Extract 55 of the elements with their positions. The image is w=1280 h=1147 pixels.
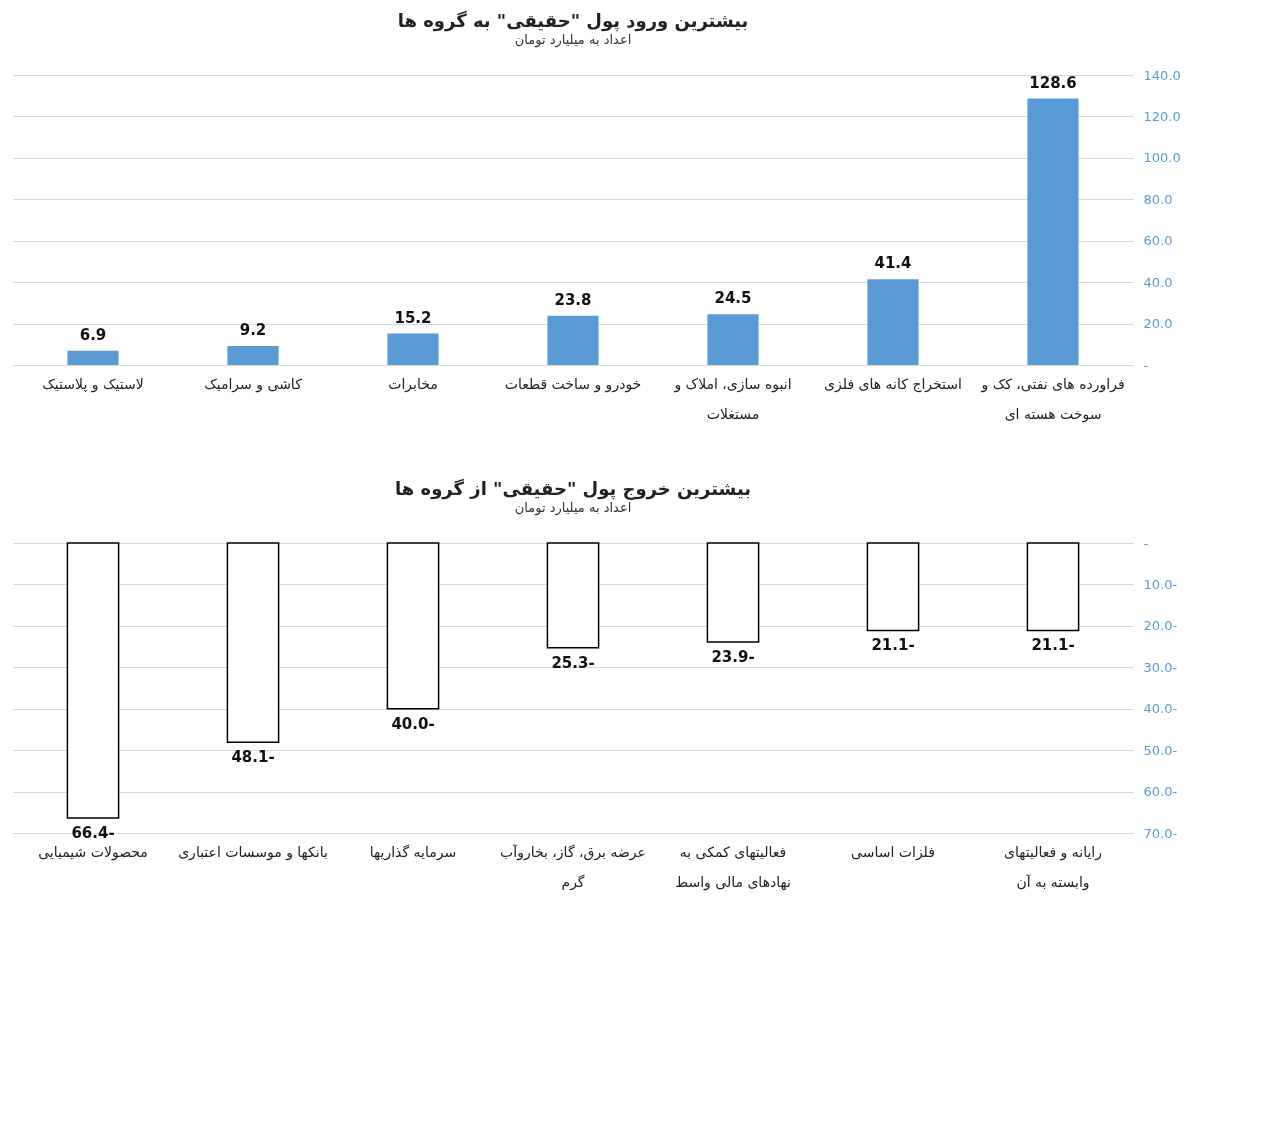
bar (1027, 98, 1079, 365)
y-tick-label: 60.0 (1143, 233, 1173, 249)
data-label: -48.1 (231, 748, 275, 767)
bar (707, 314, 759, 365)
y-tick-label: 120.0 (1143, 108, 1181, 124)
y-tick-label: 20.0 (1143, 316, 1173, 332)
x-tick-label: فعالیتهای کمکی به نهادهای مالی واسط (675, 843, 791, 891)
x-tick-label: انبوه سازی، املاک و مستغلات (673, 375, 792, 422)
data-label: -21.1 (871, 636, 915, 655)
data-label: 9.2 (239, 320, 267, 339)
chart-subtitle: اعداد به میلیارد تومان (514, 500, 632, 516)
y-tick-label: - (1143, 535, 1149, 551)
x-tick-label: لاستیک و پلاستیک (42, 375, 144, 393)
data-label: 23.8 (554, 290, 592, 309)
bar (547, 315, 599, 365)
x-tick-label: رایانه و فعالیتهای وابسته به آن (1004, 843, 1102, 891)
data-label: 128.6 (1029, 73, 1077, 92)
bar (867, 279, 919, 365)
x-tick-label: استخراج کانه های فلزی (824, 375, 962, 393)
y-tick-label: 70.0- (1143, 825, 1178, 841)
bar (387, 333, 439, 365)
data-label: -21.1 (1031, 636, 1075, 655)
y-tick-label: 30.0- (1143, 659, 1178, 675)
data-label: -25.3 (551, 653, 595, 672)
chart-title: بیشترین خروج پول "حقیقی" از گروه ها (395, 478, 751, 500)
y-tick-label: - (1143, 357, 1149, 373)
x-tick-label: سرمایه گذاریها (369, 843, 457, 861)
x-tick-label: مخابرات (388, 375, 438, 393)
y-tick-label: 10.0- (1143, 576, 1178, 592)
x-tick-label: کاشی و سرامیک (204, 375, 303, 393)
y-tick-label: 50.0- (1143, 742, 1178, 758)
y-tick-label: 40.0- (1143, 701, 1178, 717)
y-tick-label: 140.0 (1143, 67, 1181, 83)
data-label: -66.4 (71, 824, 115, 843)
data-label: -23.9 (711, 648, 755, 667)
data-label: -40.0 (391, 714, 435, 733)
chart-subtitle: اعداد به میلیارد تومان (514, 32, 632, 48)
data-label: 41.4 (874, 254, 912, 273)
x-tick-label: فلزات اساسی (851, 843, 935, 861)
bar (227, 345, 279, 365)
x-tick-label: بانکها و موسسات اعتباری (178, 843, 328, 861)
data-label: 24.5 (714, 289, 752, 308)
y-tick-label: 20.0- (1143, 618, 1178, 634)
y-tick-label: 60.0- (1143, 784, 1178, 800)
x-tick-label: عرضه برق، گاز، بخاروآب گرم (500, 843, 646, 891)
data-label: 6.9 (79, 325, 107, 344)
chart-title: بیشترین ورود پول "حقیقی" به گروه ها (397, 10, 749, 32)
bar (67, 350, 119, 365)
x-tick-label: فراورده های نفتی، کک و سوخت هسته ای (980, 375, 1125, 423)
data-label: 15.2 (394, 308, 432, 327)
x-tick-label: خودرو و ساخت قطعات (504, 375, 642, 393)
y-tick-label: 40.0 (1143, 274, 1173, 290)
x-tick-label: محصولات شیمیایی (38, 843, 148, 861)
y-tick-label: 100.0 (1143, 150, 1181, 166)
y-tick-label: 80.0 (1143, 191, 1173, 207)
